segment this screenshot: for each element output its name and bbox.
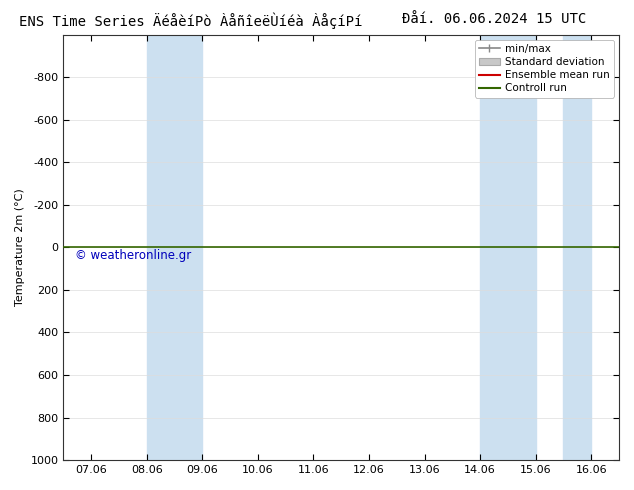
Text: ENS Time Series ÄéåèíPò ÀåñîeëÙíéà ÀåçíPí: ENS Time Series ÄéåèíPò ÀåñîeëÙíéà ÀåçíP… <box>18 12 362 29</box>
Legend: min/max, Standard deviation, Ensemble mean run, Controll run: min/max, Standard deviation, Ensemble me… <box>475 40 614 98</box>
Y-axis label: Temperature 2m (°C): Temperature 2m (°C) <box>15 189 25 306</box>
Bar <box>564 35 592 460</box>
Bar <box>480 35 508 460</box>
Text: Đåí. 06.06.2024 15 UTC: Đåí. 06.06.2024 15 UTC <box>403 12 586 26</box>
Bar <box>146 35 174 460</box>
Text: © weatheronline.gr: © weatheronline.gr <box>75 249 191 262</box>
Bar <box>508 35 536 460</box>
Bar <box>174 35 202 460</box>
